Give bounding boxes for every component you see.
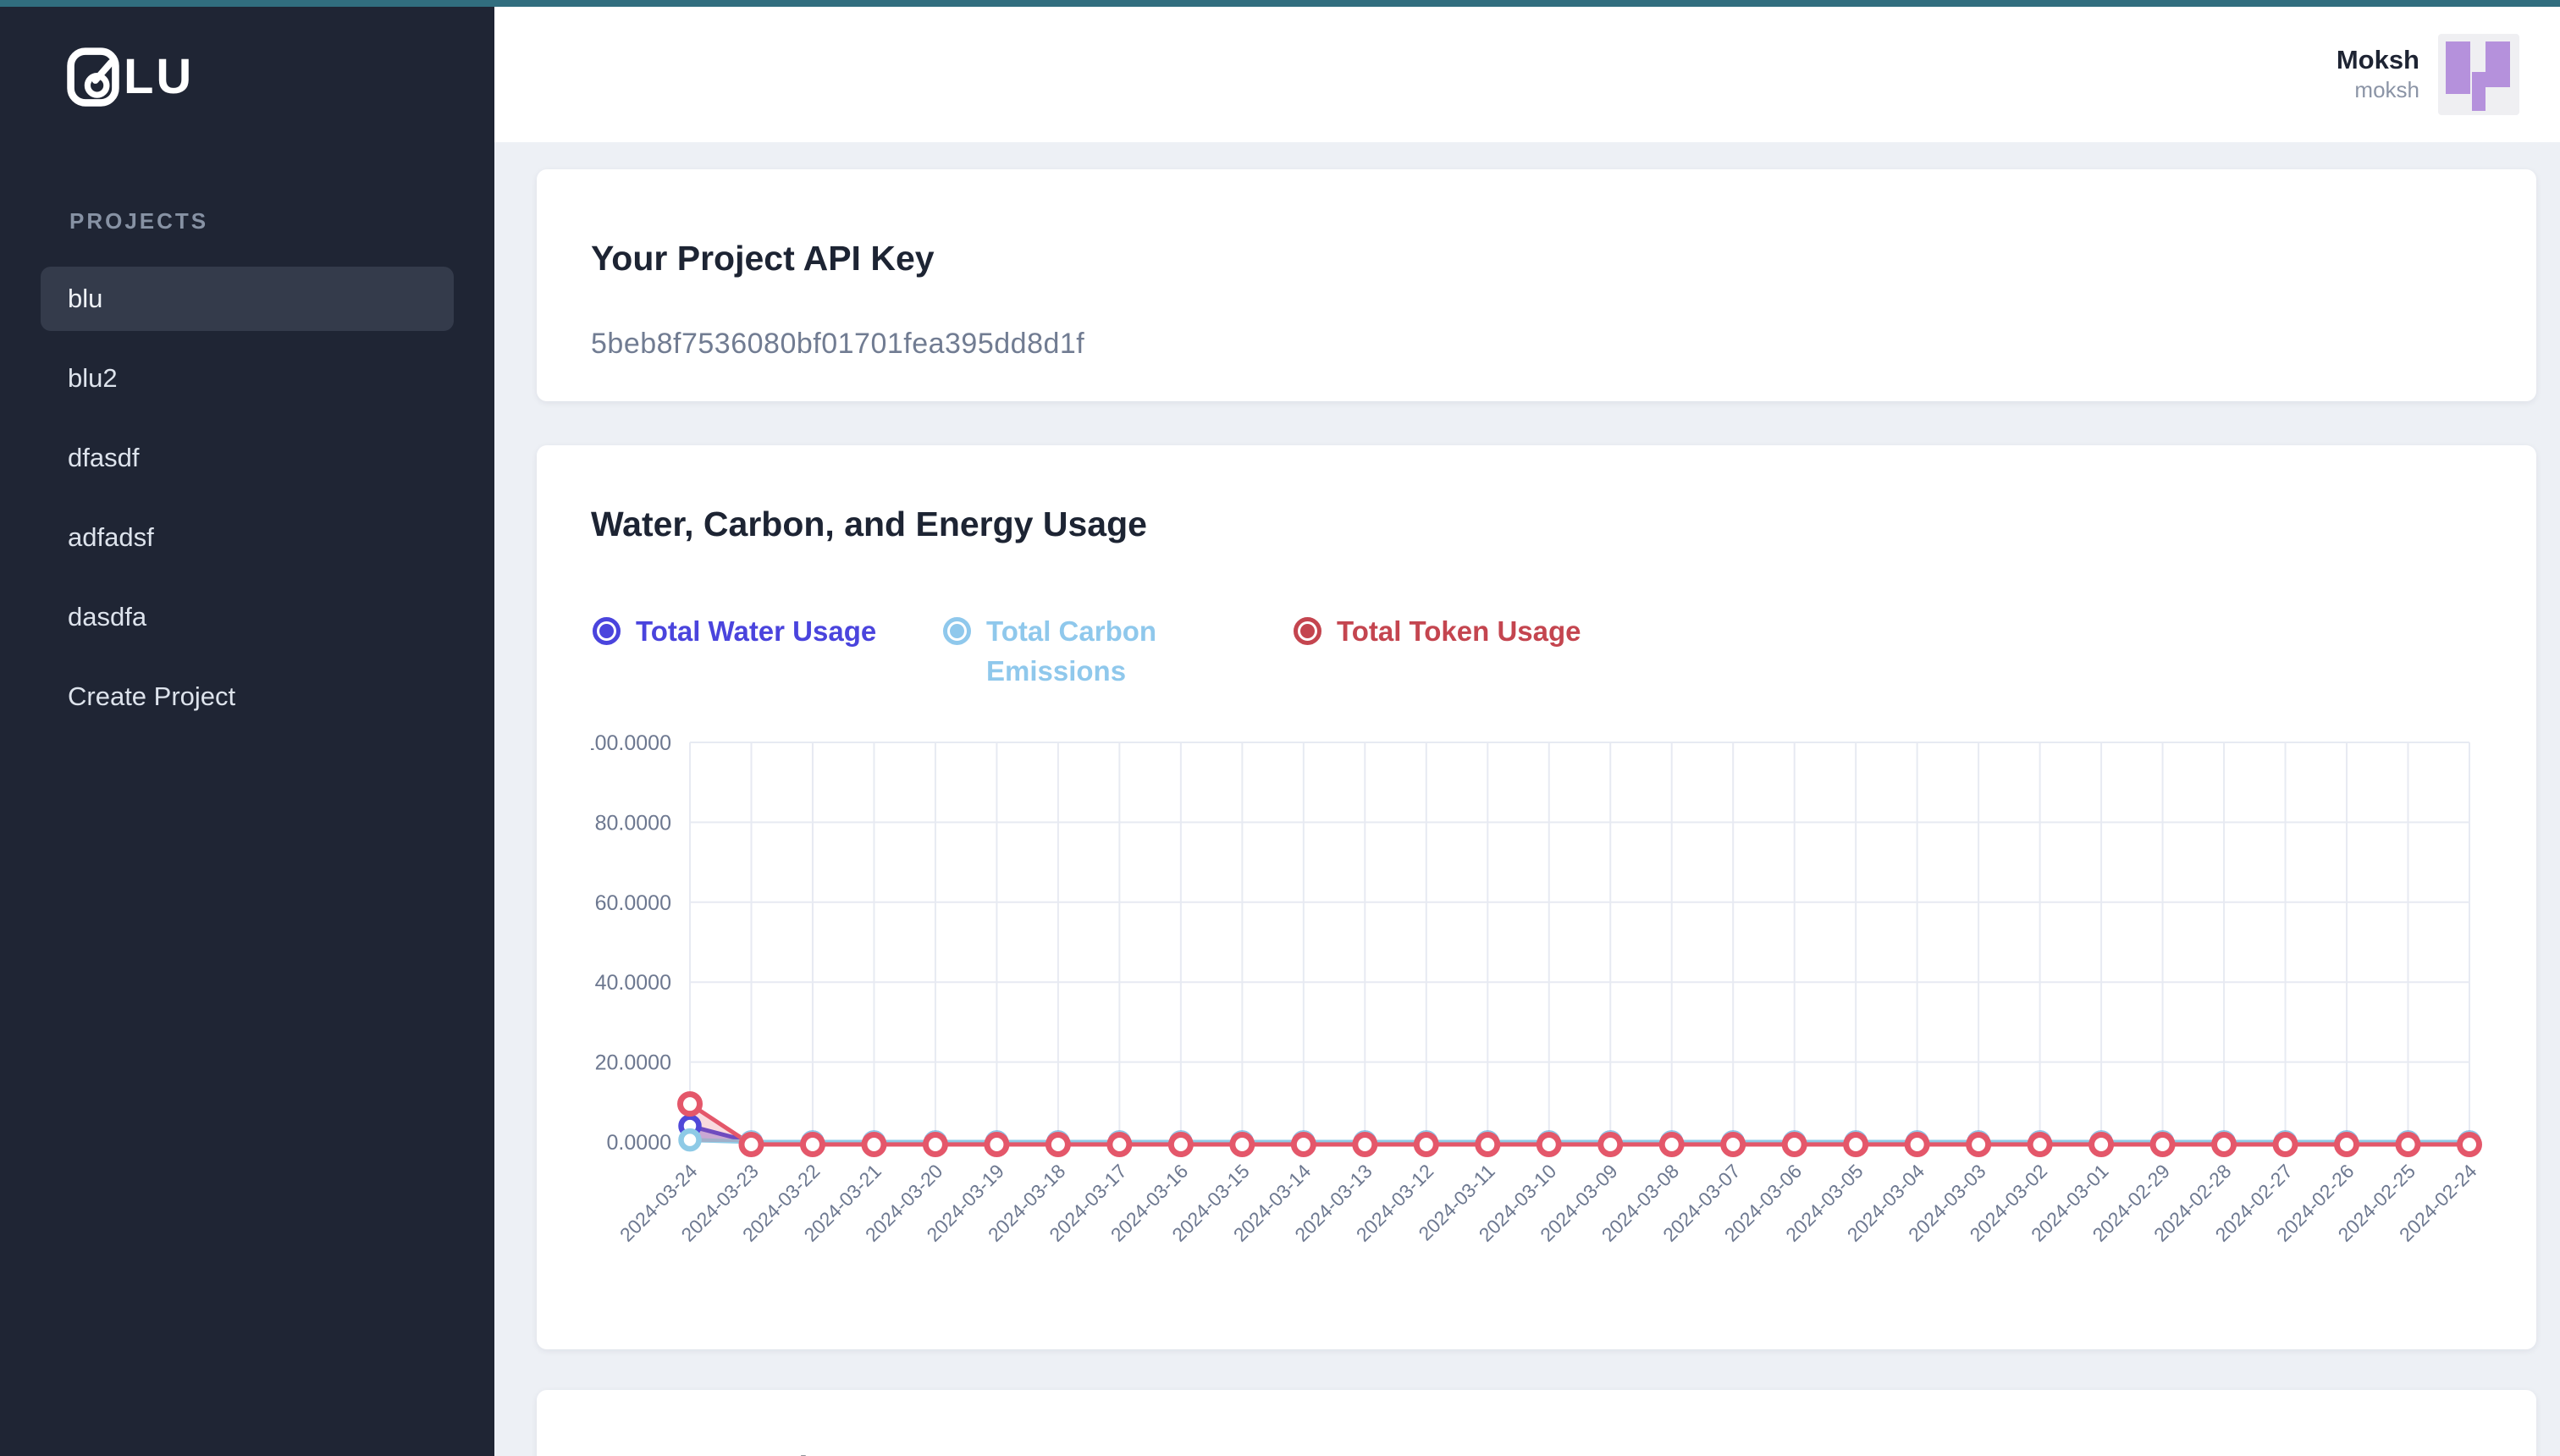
suggestions-card: Top Suggestions (537, 1389, 2536, 1456)
create-project-button[interactable]: Create Project (68, 681, 236, 711)
svg-text:0.0000: 0.0000 (607, 1131, 671, 1155)
chart-gridlines (689, 741, 2470, 1143)
x-axis-labels: 2024-03-242024-03-232024-03-222024-03-21… (615, 1160, 2481, 1246)
y-axis-labels: 100.0000 80.0000 60.0000 40.0000 20.0000 0.00… (583, 731, 671, 1155)
legend-label: Total Carbon Emissions (986, 615, 1157, 687)
user-name: Moksh (2336, 44, 2419, 74)
avatar-pixel-block (2472, 72, 2486, 112)
usage-card-title: Water, Carbon, and Energy Usage (591, 505, 1147, 543)
svg-text:80.0000: 80.0000 (595, 811, 671, 835)
avatar[interactable] (2438, 34, 2519, 115)
sidebar-item-dasdfa[interactable]: dasdfa (68, 602, 147, 631)
blu-mark-icon (66, 46, 120, 108)
svg-text:20.0000: 20.0000 (595, 1051, 671, 1074)
chart-markers (677, 1090, 2482, 1157)
project-list: blu blu2 dfasdf adfadsf dasdfa Create Project (41, 267, 454, 729)
svg-text:60.0000: 60.0000 (595, 891, 671, 915)
series-total-token-usage (688, 1101, 2469, 1147)
main-content: Your Project API Key 5beb8f7536080bf0170… (494, 142, 2560, 1456)
legend-item-total-water-usage[interactable]: Total Water Usage (593, 612, 943, 692)
api-key-card-title: Your Project API Key (591, 239, 935, 278)
svg-text:100.0000: 100.0000 (591, 731, 671, 755)
top-accent-bar (0, 0, 2560, 7)
api-key-card: Your Project API Key 5beb8f7536080bf0170… (537, 169, 2536, 401)
avatar-pixel-block (2485, 41, 2511, 88)
user-handle: moksh (2354, 77, 2419, 103)
app-logo[interactable]: LU (0, 7, 494, 108)
legend-label: Total Water Usage (636, 615, 877, 647)
sidebar-item-dfasdf[interactable]: dfasdf (68, 443, 140, 472)
legend-marker-icon (1294, 617, 1321, 645)
usage-chart-svg: 100.0000 80.0000 60.0000 40.0000 20.0000 0.00… (583, 731, 2482, 1246)
legend-item-total-carbon-emissions[interactable]: Total Carbon Emissions (943, 612, 1294, 692)
legend-marker-icon (593, 617, 621, 645)
legend-item-total-token-usage[interactable]: Total Token Usage (1294, 612, 1644, 692)
sidebar-item-blu2[interactable]: blu2 (68, 363, 118, 393)
header: Moksh moksh (494, 7, 2560, 142)
series-total-carbon-emissions (689, 1137, 2469, 1144)
sidebar-item-adfadsf[interactable]: adfadsf (68, 522, 154, 552)
avatar-pixel-block (2445, 41, 2471, 95)
legend-label: Total Token Usage (1337, 615, 1581, 647)
usage-chart: 100.0000 80.0000 60.0000 40.0000 20.0000 0.00… (583, 715, 2482, 1282)
usage-card: Water, Carbon, and Energy Usage Total Wa… (537, 445, 2536, 1349)
suggestions-card-title: Top Suggestions (591, 1449, 2482, 1456)
chart-legend: Total Water Usage Total Carbon Emissions T… (593, 612, 2482, 692)
projects-section-label: PROJECTS (69, 208, 209, 234)
logo-text: LU (124, 49, 195, 104)
series-total-water-usage (689, 1123, 2469, 1144)
sidebar: LU PROJECTS blu blu2 dfasdf adfadsf dasdfa Cr… (0, 7, 494, 1456)
svg-text:40.0000: 40.0000 (595, 971, 671, 995)
api-key-value: 5beb8f7536080bf01701fea395dd8d1f (591, 328, 1085, 360)
user-menu[interactable]: Moksh moksh (2337, 34, 2519, 115)
legend-marker-icon (943, 617, 971, 645)
sidebar-item-blu[interactable]: blu (41, 267, 454, 331)
